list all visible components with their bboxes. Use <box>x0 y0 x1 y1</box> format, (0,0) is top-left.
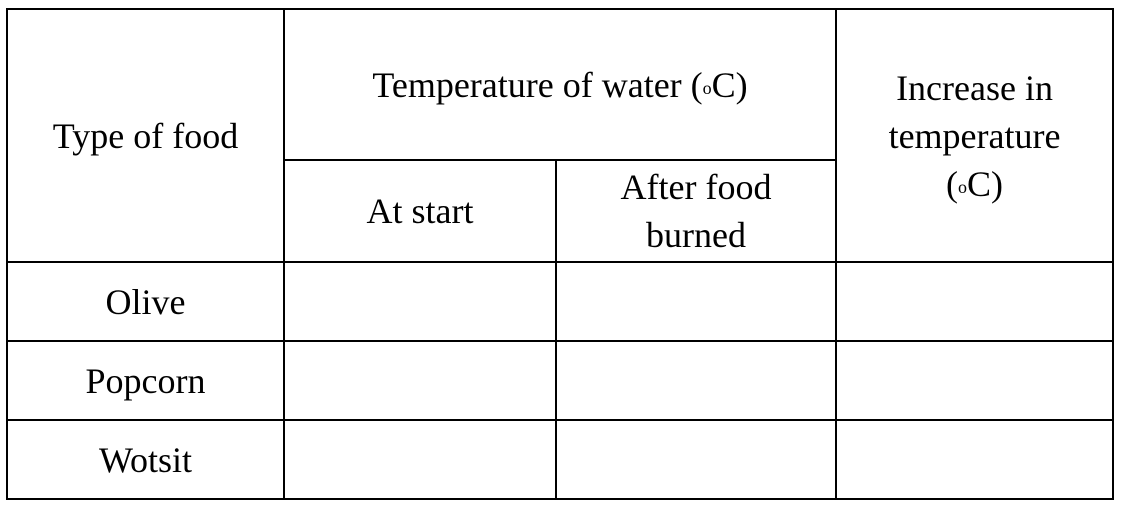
header-row-sub: At start After food burned <box>7 159 1113 263</box>
table-row: Olive <box>6 261 1115 342</box>
after-food-burned-cell[interactable] <box>554 419 838 500</box>
increase-cell[interactable] <box>835 419 1115 500</box>
increase-cell[interactable] <box>835 340 1115 421</box>
food-cell: Olive <box>6 261 285 342</box>
header-row-top: Type of food Temperature of water (oC) I… <box>6 8 1115 263</box>
header-increase-line3: (oC) <box>837 160 1112 208</box>
header-temperature-of-water: Temperature of water (oC) <box>282 8 838 161</box>
header-increase-close: C) <box>967 163 1004 204</box>
header-temperature-text: Temperature of water (oC) <box>372 65 747 105</box>
degree-symbol: o <box>958 176 968 197</box>
header-after-food-burned: After food burned <box>554 159 838 263</box>
degree-symbol: o <box>702 77 712 98</box>
header-temperature-prefix: Temperature of water ( <box>372 64 703 105</box>
header-after-line2: burned <box>646 215 746 255</box>
increase-cell[interactable] <box>835 261 1115 342</box>
after-food-burned-cell[interactable] <box>554 261 838 342</box>
header-increase-open: ( <box>946 163 959 204</box>
table-row: Wotsit <box>6 419 1115 500</box>
after-food-burned-cell[interactable] <box>554 340 838 421</box>
header-increase-line2: temperature <box>888 115 1061 156</box>
header-increase-in-temperature: Increase in temperature (oC) <box>835 8 1115 263</box>
food-cell: Wotsit <box>6 419 285 500</box>
table-row: Popcorn <box>6 340 1115 421</box>
header-temperature-suffix: C) <box>711 64 748 105</box>
food-cell: Popcorn <box>6 340 285 421</box>
header-increase-line1: Increase in <box>896 67 1053 108</box>
header-after-line1: After food <box>620 167 772 207</box>
results-table: Type of food Temperature of water (oC) I… <box>6 8 1115 500</box>
at-start-cell[interactable] <box>283 419 557 500</box>
header-type-of-food: Type of food <box>6 8 285 263</box>
header-at-start: At start <box>283 159 557 263</box>
at-start-cell[interactable] <box>283 261 557 342</box>
at-start-cell[interactable] <box>283 340 557 421</box>
